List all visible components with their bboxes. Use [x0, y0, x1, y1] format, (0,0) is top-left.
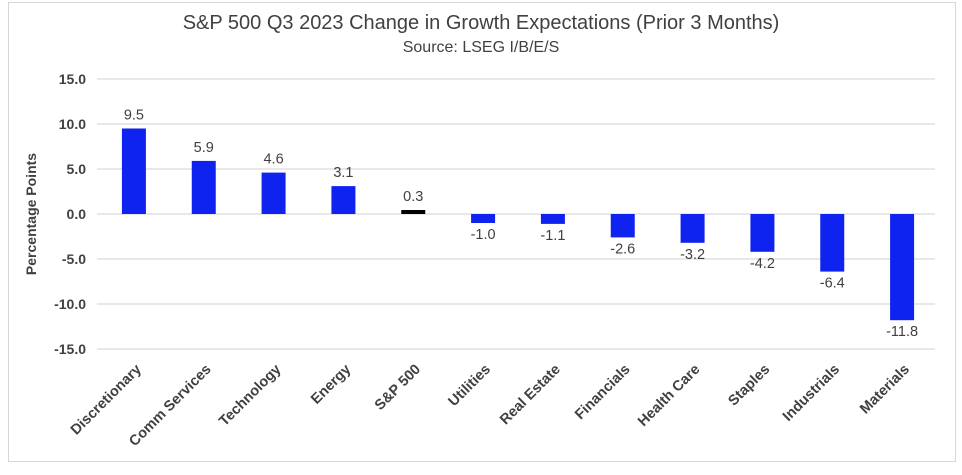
y-tick-label: 15.0	[59, 71, 86, 87]
bar-value-label: -2.6	[610, 241, 635, 257]
bar	[890, 214, 915, 321]
bar-value-label: 9.5	[124, 108, 144, 124]
category-label: Discretionary	[68, 362, 145, 439]
y-tick-label: -10.0	[54, 296, 86, 312]
chart-title: S&P 500 Q3 2023 Change in Growth Expecta…	[182, 12, 780, 34]
category-label: Energy	[308, 362, 354, 408]
bar	[750, 214, 775, 252]
category-label: Industrials	[780, 362, 843, 425]
category-label: Financials	[572, 362, 633, 423]
bar	[540, 214, 565, 224]
y-tick-label: 0.0	[67, 206, 87, 222]
bar	[680, 214, 705, 243]
bar-value-label: -11.8	[886, 324, 918, 340]
bar	[261, 172, 286, 214]
bar-value-label: -3.2	[680, 247, 705, 263]
bar-value-label: 5.9	[194, 140, 214, 156]
chart-subtitle: Source: LSEG I/B/E/S	[402, 39, 560, 56]
y-tick-label: 10.0	[59, 116, 86, 132]
bar	[191, 160, 216, 214]
bar	[401, 210, 426, 214]
bar	[121, 128, 146, 214]
bar	[331, 186, 356, 214]
category-label: Real Estate	[497, 362, 564, 429]
bar-value-label: -4.2	[750, 256, 775, 272]
bar-value-label: -6.4	[820, 276, 845, 292]
bar-value-label: 0.3	[403, 189, 423, 205]
bar-value-label: -1.1	[540, 228, 565, 244]
category-label: Materials	[857, 362, 913, 418]
category-label: Technology	[216, 362, 284, 430]
category-label: Health Care	[635, 362, 703, 430]
category-label: Utilities	[446, 362, 494, 410]
bar-value-label: -1.0	[471, 227, 496, 243]
category-label: Staples	[725, 362, 773, 410]
bar-value-label: 4.6	[263, 152, 283, 168]
category-label: S&P 500	[372, 362, 424, 414]
bar-value-label: 3.1	[333, 165, 353, 181]
bar	[471, 214, 496, 223]
y-tick-label: 5.0	[67, 161, 87, 177]
y-tick-label: -15.0	[54, 341, 86, 357]
bar	[610, 214, 635, 238]
bar	[820, 214, 845, 272]
y-tick-label: -5.0	[62, 251, 86, 267]
